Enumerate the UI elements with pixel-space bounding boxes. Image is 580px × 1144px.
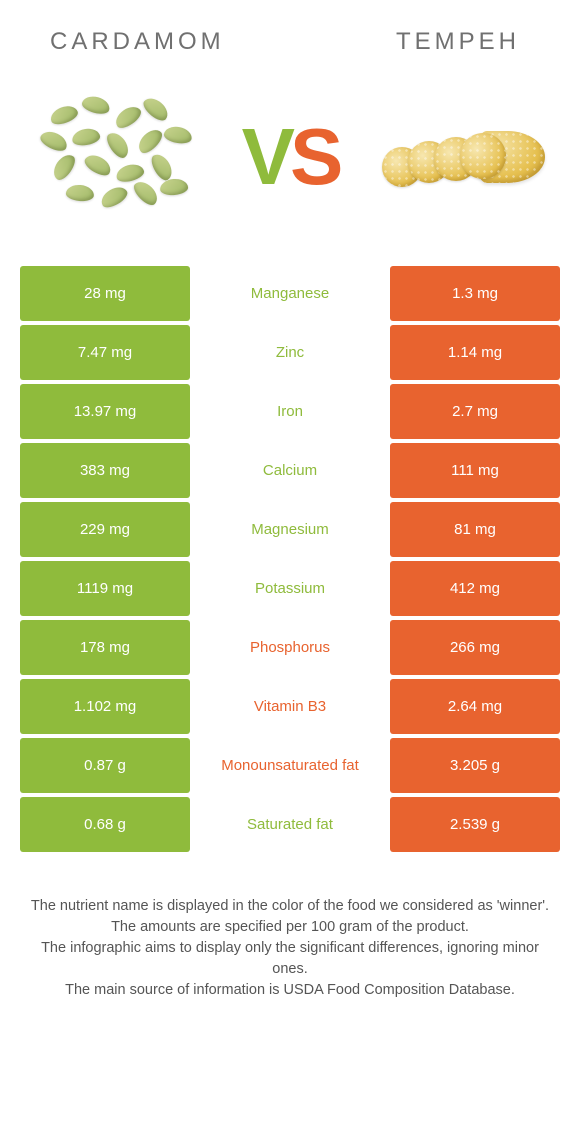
table-row: 13.97 mgIron2.7 mg <box>20 384 560 439</box>
left-value: 28 mg <box>20 266 190 321</box>
table-row: 1119 mgPotassium412 mg <box>20 561 560 616</box>
table-row: 0.87 gMonounsaturated fat3.205 g <box>20 738 560 793</box>
nutrient-label: Monounsaturated fat <box>190 738 390 793</box>
vs-s: S <box>290 112 338 201</box>
nutrient-label: Zinc <box>190 325 390 380</box>
tempeh-image <box>380 87 550 227</box>
footer-line-4: The main source of information is USDA F… <box>30 980 550 1001</box>
left-value: 383 mg <box>20 443 190 498</box>
cardamom-pod <box>71 127 101 148</box>
right-value: 266 mg <box>390 620 560 675</box>
right-value: 111 mg <box>390 443 560 498</box>
nutrient-label: Manganese <box>190 266 390 321</box>
right-value: 2.7 mg <box>390 384 560 439</box>
cardamom-pod <box>134 125 165 156</box>
cardamom-pod <box>112 102 144 131</box>
vs-v: V <box>242 112 290 201</box>
footer-line-3: The infographic aims to display only the… <box>30 938 550 980</box>
left-value: 229 mg <box>20 502 190 557</box>
left-value: 13.97 mg <box>20 384 190 439</box>
table-row: 229 mgMagnesium81 mg <box>20 502 560 557</box>
nutrient-label: Saturated fat <box>190 797 390 852</box>
comparison-table: 28 mgManganese1.3 mg7.47 mgZinc1.14 mg13… <box>0 266 580 852</box>
header: CARDAMOM TEMPEH <box>0 0 580 66</box>
cardamom-pod <box>49 151 78 183</box>
cardamom-pod <box>38 128 70 154</box>
cardamom-pod <box>130 177 161 208</box>
nutrient-label: Phosphorus <box>190 620 390 675</box>
tempeh-slice <box>460 133 506 179</box>
nutrient-label: Iron <box>190 384 390 439</box>
nutrient-label: Potassium <box>190 561 390 616</box>
right-value: 1.14 mg <box>390 325 560 380</box>
left-value: 7.47 mg <box>20 325 190 380</box>
left-value: 0.68 g <box>20 797 190 852</box>
cardamom-pod <box>163 125 193 146</box>
right-value: 2.64 mg <box>390 679 560 734</box>
footer-notes: The nutrient name is displayed in the co… <box>0 856 580 1001</box>
cardamom-pod <box>98 183 130 211</box>
vs-label: VS <box>242 117 339 197</box>
left-value: 0.87 g <box>20 738 190 793</box>
cardamom-pod <box>65 184 94 202</box>
nutrient-label: Calcium <box>190 443 390 498</box>
right-value: 2.539 g <box>390 797 560 852</box>
table-row: 7.47 mgZinc1.14 mg <box>20 325 560 380</box>
left-value: 1.102 mg <box>20 679 190 734</box>
footer-line-1: The nutrient name is displayed in the co… <box>30 896 550 917</box>
title-right: TEMPEH <box>396 28 520 56</box>
cardamom-pod <box>140 94 172 124</box>
title-left: CARDAMOM <box>50 28 225 56</box>
right-value: 81 mg <box>390 502 560 557</box>
cardamom-pod <box>82 151 114 179</box>
left-value: 178 mg <box>20 620 190 675</box>
cardamom-pod <box>80 94 111 117</box>
table-row: 28 mgManganese1.3 mg <box>20 266 560 321</box>
cardamom-pod <box>159 178 188 196</box>
footer-line-2: The amounts are specified per 100 gram o… <box>30 917 550 938</box>
right-value: 1.3 mg <box>390 266 560 321</box>
table-row: 0.68 gSaturated fat2.539 g <box>20 797 560 852</box>
nutrient-label: Vitamin B3 <box>190 679 390 734</box>
right-value: 3.205 g <box>390 738 560 793</box>
cardamom-pod <box>48 103 80 128</box>
table-row: 1.102 mgVitamin B32.64 mg <box>20 679 560 734</box>
table-row: 178 mgPhosphorus266 mg <box>20 620 560 675</box>
cardamom-image <box>30 87 200 227</box>
table-row: 383 mgCalcium111 mg <box>20 443 560 498</box>
right-value: 412 mg <box>390 561 560 616</box>
left-value: 1119 mg <box>20 561 190 616</box>
nutrient-label: Magnesium <box>190 502 390 557</box>
cardamom-pod <box>103 129 132 161</box>
image-row: VS <box>0 66 580 266</box>
